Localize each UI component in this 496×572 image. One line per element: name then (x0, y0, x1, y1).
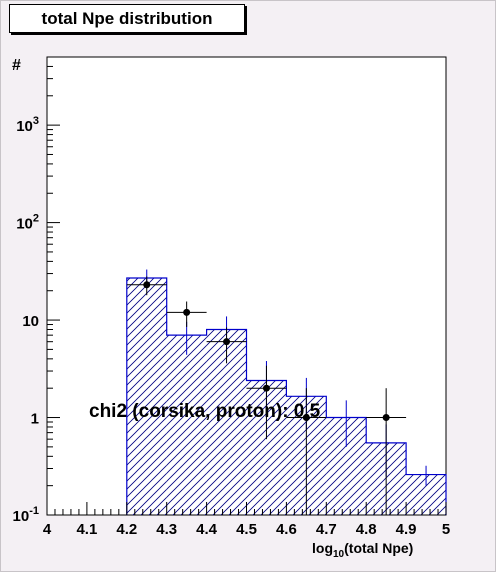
x-tick-label: 4 (43, 521, 52, 538)
histogram-bar (126, 278, 167, 515)
y-tick-label-base: 10 (16, 216, 33, 233)
x-tick-label: 4.8 (356, 521, 377, 538)
y-tick-label-exponent: 3 (33, 115, 39, 127)
y-tick-label-exponent: 2 (33, 213, 39, 225)
y-tick-label-base: 10 (22, 313, 39, 330)
x-tick-label: 4.1 (76, 521, 97, 538)
x-tick-label: 4.2 (116, 521, 137, 538)
y-axis-label: # (12, 57, 21, 74)
x-tick-label: 4.5 (236, 521, 257, 538)
y-tick-label-base: 1 (31, 411, 39, 428)
x-axis-label-base: log (312, 540, 333, 556)
y-tick-label-exponent: -1 (29, 505, 39, 517)
histogram-bar (166, 335, 207, 515)
x-tick-label: 4.7 (316, 521, 337, 538)
y-tick-label: 1 (31, 411, 39, 428)
x-axis-label: log10(total Npe) (312, 540, 413, 560)
x-tick-label: 4.9 (396, 521, 417, 538)
x-tick-label: 4.6 (276, 521, 297, 538)
x-axis-label-sub: 10 (333, 549, 345, 560)
data-point (302, 414, 310, 422)
y-tick-label: 103 (16, 115, 39, 135)
x-tick-label: 4.3 (156, 521, 177, 538)
x-axis-label-rest: (total Npe) (344, 540, 413, 556)
data-point (382, 414, 390, 422)
data-point (223, 338, 231, 346)
data-points-layer (126, 276, 407, 515)
chart-title: total Npe distribution (9, 4, 245, 33)
data-point (143, 281, 151, 289)
y-tick-label: 10 (22, 313, 39, 330)
data-point (183, 308, 191, 316)
y-tick-label: 10-1 (13, 505, 39, 525)
axes-layer: 4 4.1 4.2 4.3 4.4 4.5 4.6 4.7 4.8 4.9 510-11101021… (13, 56, 450, 538)
data-point (262, 384, 270, 392)
chi2-annotation: chi2 (corsika, proton): 0.5 (89, 401, 321, 422)
y-tick-label: 102 (16, 213, 39, 233)
y-tick-label-base: 10 (16, 118, 33, 135)
x-tick-label: 4.4 (196, 521, 218, 538)
x-tick-label: 5 (442, 521, 450, 538)
y-tick-label-base: 10 (13, 508, 30, 525)
